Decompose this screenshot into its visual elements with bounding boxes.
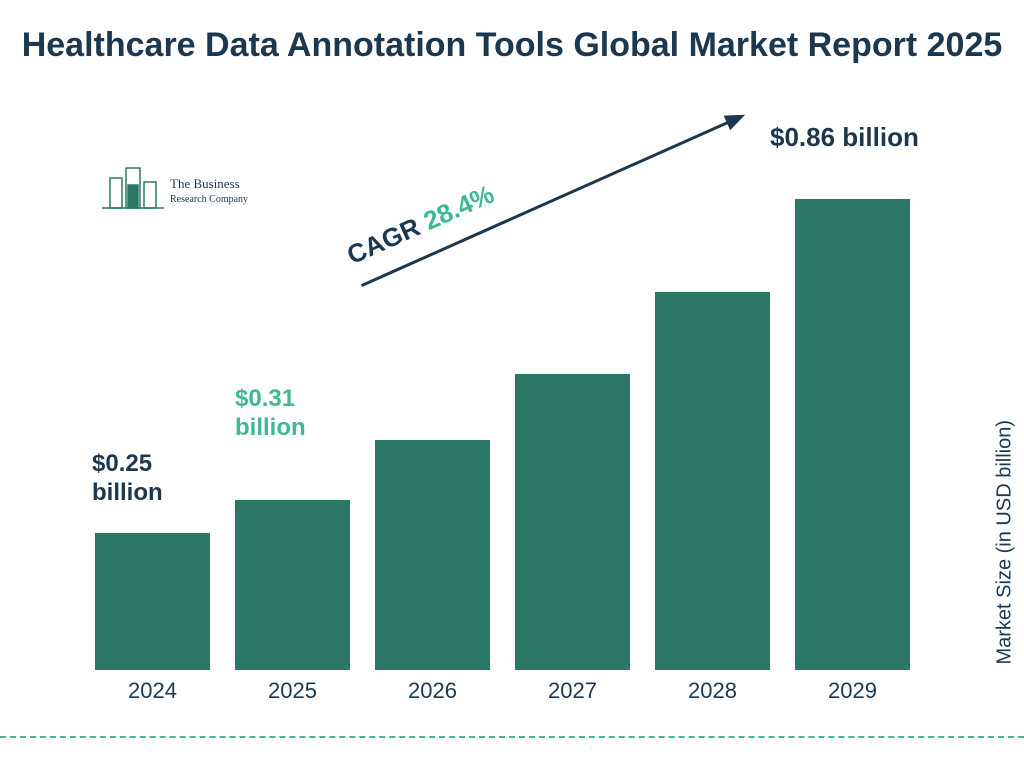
bar-2025 xyxy=(235,500,350,670)
bar-2024 xyxy=(95,533,210,670)
xlabel-2024: 2024 xyxy=(95,678,210,704)
bar-2028 xyxy=(655,292,770,670)
xlabel-2026: 2026 xyxy=(375,678,490,704)
value-label-2025: $0.31billion xyxy=(235,385,355,443)
xlabel-2025: 2025 xyxy=(235,678,350,704)
value-label-2024: $0.25billion xyxy=(92,450,212,508)
xlabel-2027: 2027 xyxy=(515,678,630,704)
bar-2026 xyxy=(375,440,490,670)
bar-2027 xyxy=(515,374,630,670)
xlabel-2028: 2028 xyxy=(655,678,770,704)
chart-title: Healthcare Data Annotation Tools Global … xyxy=(0,24,1024,67)
y-axis-label: Market Size (in USD billion) xyxy=(994,420,1017,665)
bar-2029 xyxy=(795,199,910,670)
xlabel-2029: 2029 xyxy=(795,678,910,704)
bottom-dashed-divider xyxy=(0,736,1024,738)
value-label-2029: $0.86 billion xyxy=(770,122,990,153)
